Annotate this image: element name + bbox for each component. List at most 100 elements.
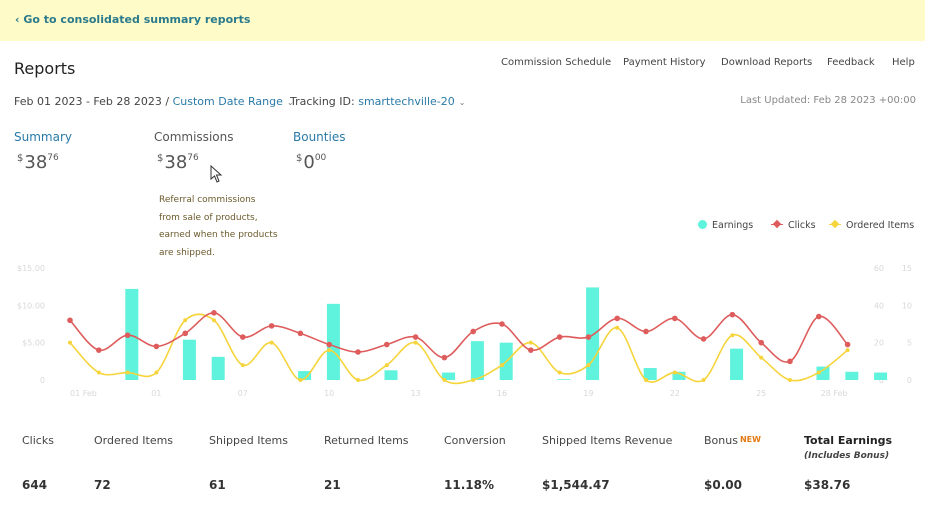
y-right-clicks-tick-label: 60: [874, 264, 884, 273]
x-tick-label: 28 Feb: [821, 389, 848, 398]
tracking-id-dropdown[interactable]: smarttechville-20: [358, 95, 455, 108]
tab-commissions[interactable]: Commissions: [154, 130, 234, 144]
clicks-point: [182, 330, 188, 337]
clicks-point: [729, 311, 736, 318]
clicks-point: [585, 334, 592, 340]
clicks-point: [672, 315, 678, 322]
nav-payment-history[interactable]: Payment History: [623, 57, 706, 68]
earnings-bar: [730, 348, 744, 380]
ordered-items-point: [586, 363, 591, 368]
earnings-bar: [816, 366, 830, 380]
ordered-items-point: [644, 378, 648, 382]
clicks-point: [96, 347, 102, 353]
nav-commission-schedule[interactable]: Commission Schedule: [501, 57, 612, 68]
ordered-items-point: [615, 325, 620, 330]
clicks-point: [355, 349, 361, 355]
new-badge: NEW: [739, 435, 761, 444]
stat-label-conversion: Conversion: [444, 434, 506, 447]
earnings-swatch-icon: [698, 220, 707, 229]
clicks-point: [297, 330, 304, 337]
earnings-bar: [125, 288, 139, 380]
tracking-id-filter: Tracking ID: smarttechville-20 ⌄: [290, 95, 465, 108]
stat-label-shipped-items: Shipped Items: [209, 434, 288, 447]
stat-value-bonus: $0.00: [704, 478, 742, 492]
earnings-bar: [470, 341, 484, 380]
legend-ordered-items[interactable]: Ordered Items: [829, 220, 914, 231]
earnings-bar: [586, 287, 600, 380]
nav-help[interactable]: Help: [892, 57, 915, 68]
stat-value-clicks: 644: [22, 478, 48, 492]
ordered-items-point: [269, 340, 274, 345]
earnings-bar: [211, 356, 225, 380]
y-right-items-tick-label: 0: [907, 376, 912, 385]
y-left-tick-label: $10.00: [17, 301, 45, 310]
clicks-point: [211, 310, 217, 316]
tab-bounties[interactable]: Bounties: [293, 130, 346, 144]
ordered-items-point: [528, 340, 533, 345]
stat-label-total-earnings: Total Earnings: [804, 434, 893, 447]
chevron-down-icon[interactable]: ⌄: [458, 98, 466, 107]
ordered-items-point: [96, 370, 101, 375]
ordered-items-point: [557, 370, 562, 375]
x-tick-label: 01 Feb: [70, 389, 97, 398]
stat-value-ordered-items: 72: [94, 478, 111, 492]
x-tick-label: 07: [238, 389, 248, 398]
ordered-items-point: [384, 363, 389, 368]
custom-date-range-dropdown[interactable]: Custom Date Range: [172, 95, 283, 108]
clicks-point: [614, 315, 620, 322]
ordered-items-point: [413, 340, 418, 345]
clicks-point: [384, 341, 390, 348]
chevron-down-icon[interactable]: ⌄: [286, 98, 294, 107]
consolidated-summary-link[interactable]: ‹ Go to consolidated summary reports: [15, 13, 251, 26]
clicks-point: [700, 336, 707, 342]
y-right-clicks-tick-label: 0: [879, 376, 884, 385]
nav-feedback[interactable]: Feedback: [827, 57, 875, 68]
last-updated: Last Updated: Feb 28 2023 +00:00: [740, 95, 916, 106]
earnings-bar: [557, 379, 571, 380]
clicks-swatch-icon: [771, 224, 783, 225]
clicks-point: [643, 328, 649, 335]
ordered-items-point: [500, 363, 504, 368]
legend-earnings[interactable]: Earnings: [698, 220, 753, 231]
ordered-items-point: [442, 378, 447, 382]
ordered-items-point: [125, 370, 130, 375]
ordered-items-point: [356, 378, 360, 382]
clicks-point: [124, 332, 131, 338]
clicks-point: [412, 334, 419, 340]
ordered-items-point: [816, 370, 821, 375]
consolidated-banner: ‹ Go to consolidated summary reports: [0, 0, 925, 41]
y-right-clicks-tick-label: 20: [874, 339, 884, 348]
stat-label-returned-items: Returned Items: [324, 434, 409, 447]
ordered-items-point: [730, 333, 735, 338]
stat-value-returned-items: 21: [324, 478, 341, 492]
clicks-line: [69, 311, 849, 363]
stat-label-bonus: Bonus NEW: [704, 434, 761, 447]
x-tick-label: 10: [324, 389, 334, 398]
earnings-bar: [326, 303, 340, 380]
clicks-point: [758, 339, 764, 346]
ordered-items-point: [68, 340, 72, 345]
clicks-point: [470, 328, 477, 335]
y-right-items-tick-label: 15: [902, 264, 912, 273]
clicks-point: [326, 341, 333, 348]
tab-summary[interactable]: Summary: [14, 130, 72, 144]
ordered-items-point: [298, 378, 303, 382]
earnings-bar: [182, 339, 196, 380]
includes-bonus-note: (Includes Bonus): [804, 451, 890, 461]
legend-clicks[interactable]: Clicks: [771, 220, 816, 231]
tracking-id-label: Tracking ID:: [290, 95, 355, 108]
ordered-items-point: [471, 378, 476, 382]
y-right-items-tick-label: 10: [902, 301, 912, 310]
clicks-point: [528, 347, 534, 353]
stat-label-shipped-revenue: Shipped Items Revenue: [542, 434, 673, 447]
clicks-point: [67, 317, 73, 324]
commissions-amount: $3876: [157, 152, 199, 173]
ordered-items-line: [69, 313, 849, 385]
page-title: Reports: [14, 59, 76, 78]
x-tick-label: 19: [583, 389, 593, 398]
y-left-tick-label: $5.00: [22, 339, 45, 348]
x-tick-label: 25: [756, 389, 766, 398]
ordered-items-point: [240, 363, 245, 368]
nav-download-reports[interactable]: Download Reports: [721, 57, 813, 68]
ordered-items-point: [672, 370, 677, 375]
